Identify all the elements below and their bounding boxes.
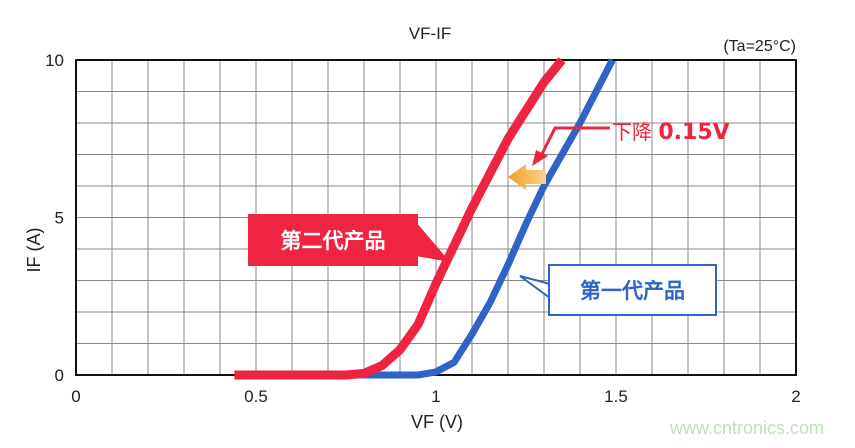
drop-annotation: 下降 0.15V [612, 116, 730, 145]
gen2-callout-tail [416, 222, 450, 262]
x-tick-label: 1 [431, 387, 440, 406]
gen1-label: 第一代产品 [548, 264, 717, 316]
gen2-label: 第二代产品 [248, 214, 418, 266]
x-tick-label: 0 [71, 387, 80, 406]
drop-text: 下降 [612, 120, 652, 144]
y-axis-label: IF (A) [24, 228, 44, 273]
y-tick-label: 5 [55, 209, 64, 228]
x-tick-label: 2 [791, 387, 800, 406]
shift-left-arrow-icon [508, 164, 546, 190]
drop-arrow-line [538, 126, 610, 159]
y-tick-label: 10 [45, 51, 64, 70]
x-tick-label: 0.5 [244, 387, 268, 406]
watermark: www.cntronics.com [670, 418, 825, 438]
series-line [234, 57, 566, 380]
condition-label: (Ta=25°C) [723, 38, 796, 55]
drop-value: 0.15V [658, 120, 730, 145]
x-tick-label: 1.5 [604, 387, 628, 406]
chart-title: VF-IF [409, 24, 452, 43]
series-line [346, 58, 616, 379]
y-tick-label: 0 [55, 366, 64, 385]
gen1-callout-tail [519, 275, 551, 299]
drop-arrow-head [532, 150, 548, 166]
x-axis-label: VF (V) [411, 412, 463, 432]
